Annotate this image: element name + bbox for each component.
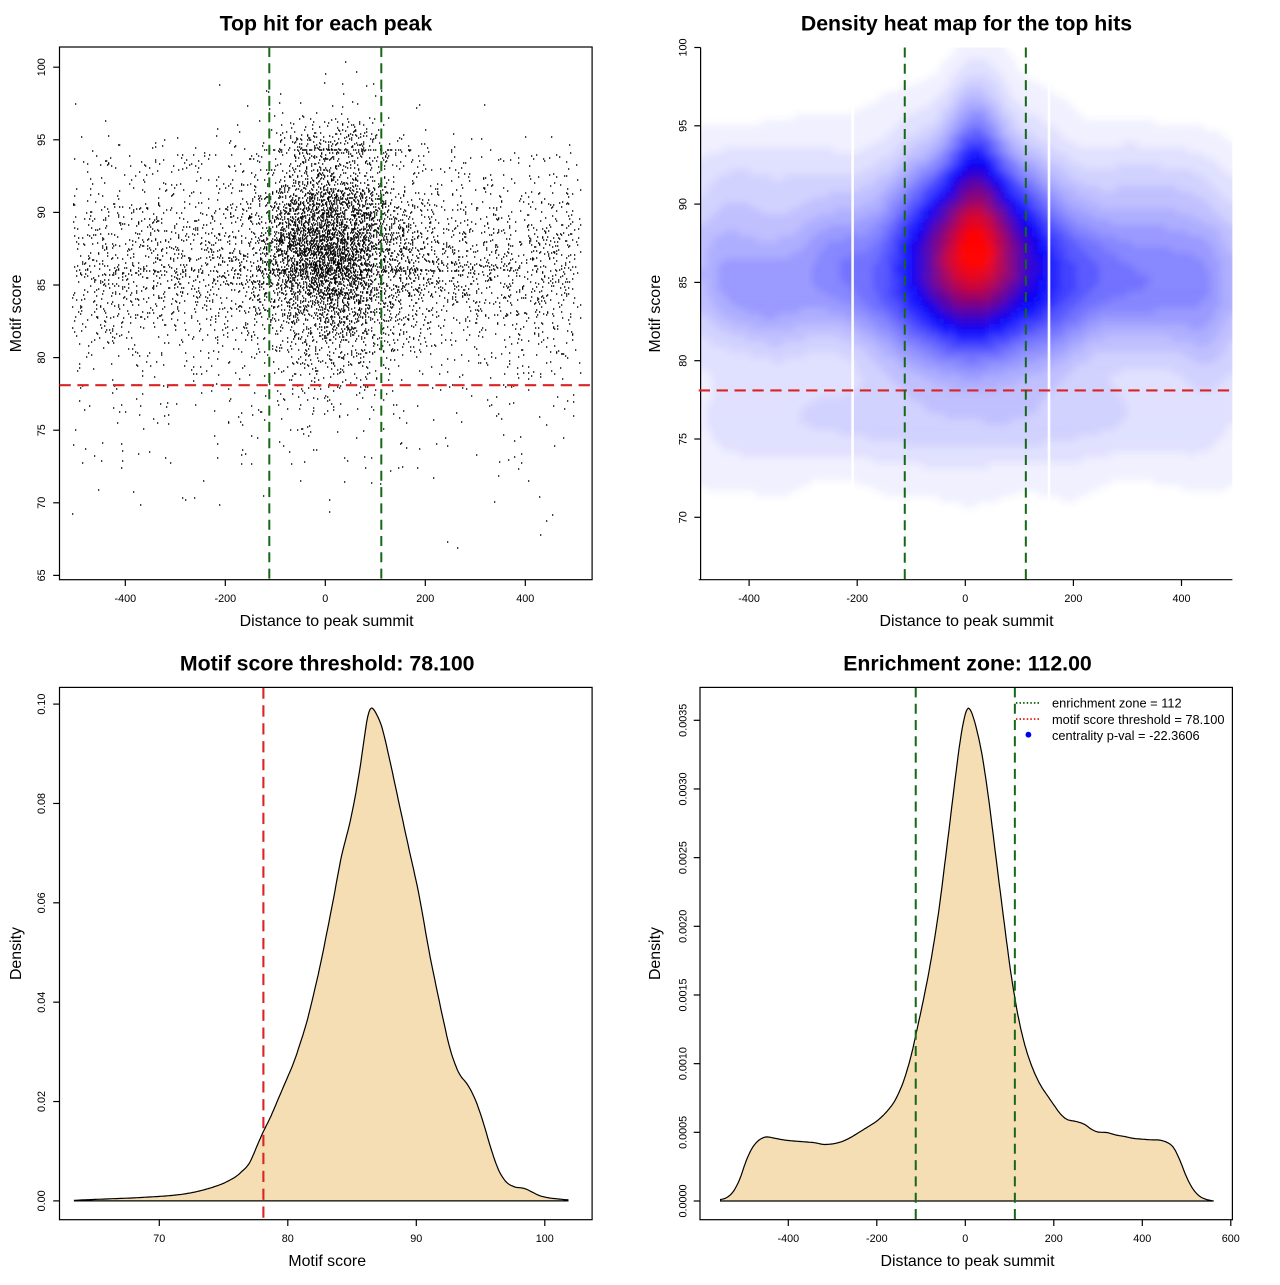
svg-text:Motif score: Motif score	[288, 1253, 366, 1270]
svg-text:motif score threshold = 78.100: motif score threshold = 78.100	[1052, 712, 1225, 727]
svg-text:0.06: 0.06	[36, 892, 48, 913]
svg-text:Density heat map for the top h: Density heat map for the top hits	[801, 12, 1132, 36]
svg-text:0: 0	[962, 1233, 968, 1245]
svg-text:200: 200	[1064, 593, 1082, 605]
svg-text:100: 100	[536, 1233, 554, 1245]
svg-text:Motif score threshold: 78.100: Motif score threshold: 78.100	[180, 652, 475, 676]
svg-text:-400: -400	[777, 1233, 799, 1245]
svg-text:Enrichment zone: 112.00: Enrichment zone: 112.00	[843, 652, 1092, 676]
svg-text:0.08: 0.08	[36, 793, 48, 814]
svg-text:-200: -200	[866, 1233, 888, 1245]
svg-text:0.0025: 0.0025	[678, 841, 690, 874]
svg-text:90: 90	[36, 206, 48, 218]
svg-text:75: 75	[36, 424, 48, 436]
svg-text:Distance to peak summit: Distance to peak summit	[240, 613, 415, 630]
svg-text:400: 400	[516, 593, 534, 605]
svg-text:0.10: 0.10	[36, 694, 48, 715]
svg-text:80: 80	[282, 1233, 294, 1245]
svg-text:400: 400	[1133, 1233, 1151, 1245]
svg-text:Density: Density	[8, 927, 25, 980]
svg-text:-200: -200	[846, 593, 868, 605]
svg-text:0.0000: 0.0000	[678, 1184, 690, 1217]
svg-text:enrichment zone = 112: enrichment zone = 112	[1052, 696, 1182, 711]
svg-text:600: 600	[1222, 1233, 1240, 1245]
svg-text:Distance to peak summit: Distance to peak summit	[880, 613, 1055, 630]
svg-text:-200: -200	[214, 593, 236, 605]
svg-text:100: 100	[678, 38, 690, 56]
svg-text:0.0035: 0.0035	[678, 704, 690, 737]
svg-text:70: 70	[36, 497, 48, 509]
svg-text:0.0030: 0.0030	[678, 772, 690, 805]
svg-text:Motif score: Motif score	[8, 274, 25, 352]
svg-text:75: 75	[678, 433, 690, 445]
svg-text:centrality p-val = -22.3606: centrality p-val = -22.3606	[1052, 728, 1200, 743]
svg-text:Density: Density	[647, 927, 664, 980]
svg-text:70: 70	[678, 511, 690, 523]
svg-text:0.04: 0.04	[36, 992, 48, 1013]
svg-text:0.0005: 0.0005	[678, 1116, 690, 1149]
svg-text:0.02: 0.02	[36, 1091, 48, 1112]
svg-text:200: 200	[1045, 1233, 1063, 1245]
svg-text:Distance to peak summit: Distance to peak summit	[881, 1253, 1056, 1270]
svg-text:65: 65	[36, 569, 48, 581]
svg-text:Motif score: Motif score	[647, 275, 664, 353]
svg-text:80: 80	[36, 352, 48, 364]
svg-text:90: 90	[678, 198, 690, 210]
svg-text:0.0020: 0.0020	[678, 910, 690, 943]
svg-text:-400: -400	[114, 593, 136, 605]
svg-text:200: 200	[416, 593, 434, 605]
svg-text:400: 400	[1172, 593, 1190, 605]
svg-text:85: 85	[36, 279, 48, 291]
svg-text:70: 70	[153, 1233, 165, 1245]
svg-text:Top hit for each peak: Top hit for each peak	[220, 12, 433, 36]
svg-text:95: 95	[36, 134, 48, 146]
svg-text:0: 0	[322, 593, 328, 605]
svg-text:100: 100	[36, 58, 48, 76]
svg-text:95: 95	[678, 120, 690, 132]
svg-text:0: 0	[962, 593, 968, 605]
svg-text:-400: -400	[738, 593, 760, 605]
svg-text:90: 90	[410, 1233, 422, 1245]
svg-text:0.0015: 0.0015	[678, 978, 690, 1011]
svg-text:0.0010: 0.0010	[678, 1047, 690, 1080]
svg-text:85: 85	[678, 276, 690, 288]
svg-text:0.00: 0.00	[36, 1190, 48, 1211]
svg-text:80: 80	[678, 355, 690, 367]
